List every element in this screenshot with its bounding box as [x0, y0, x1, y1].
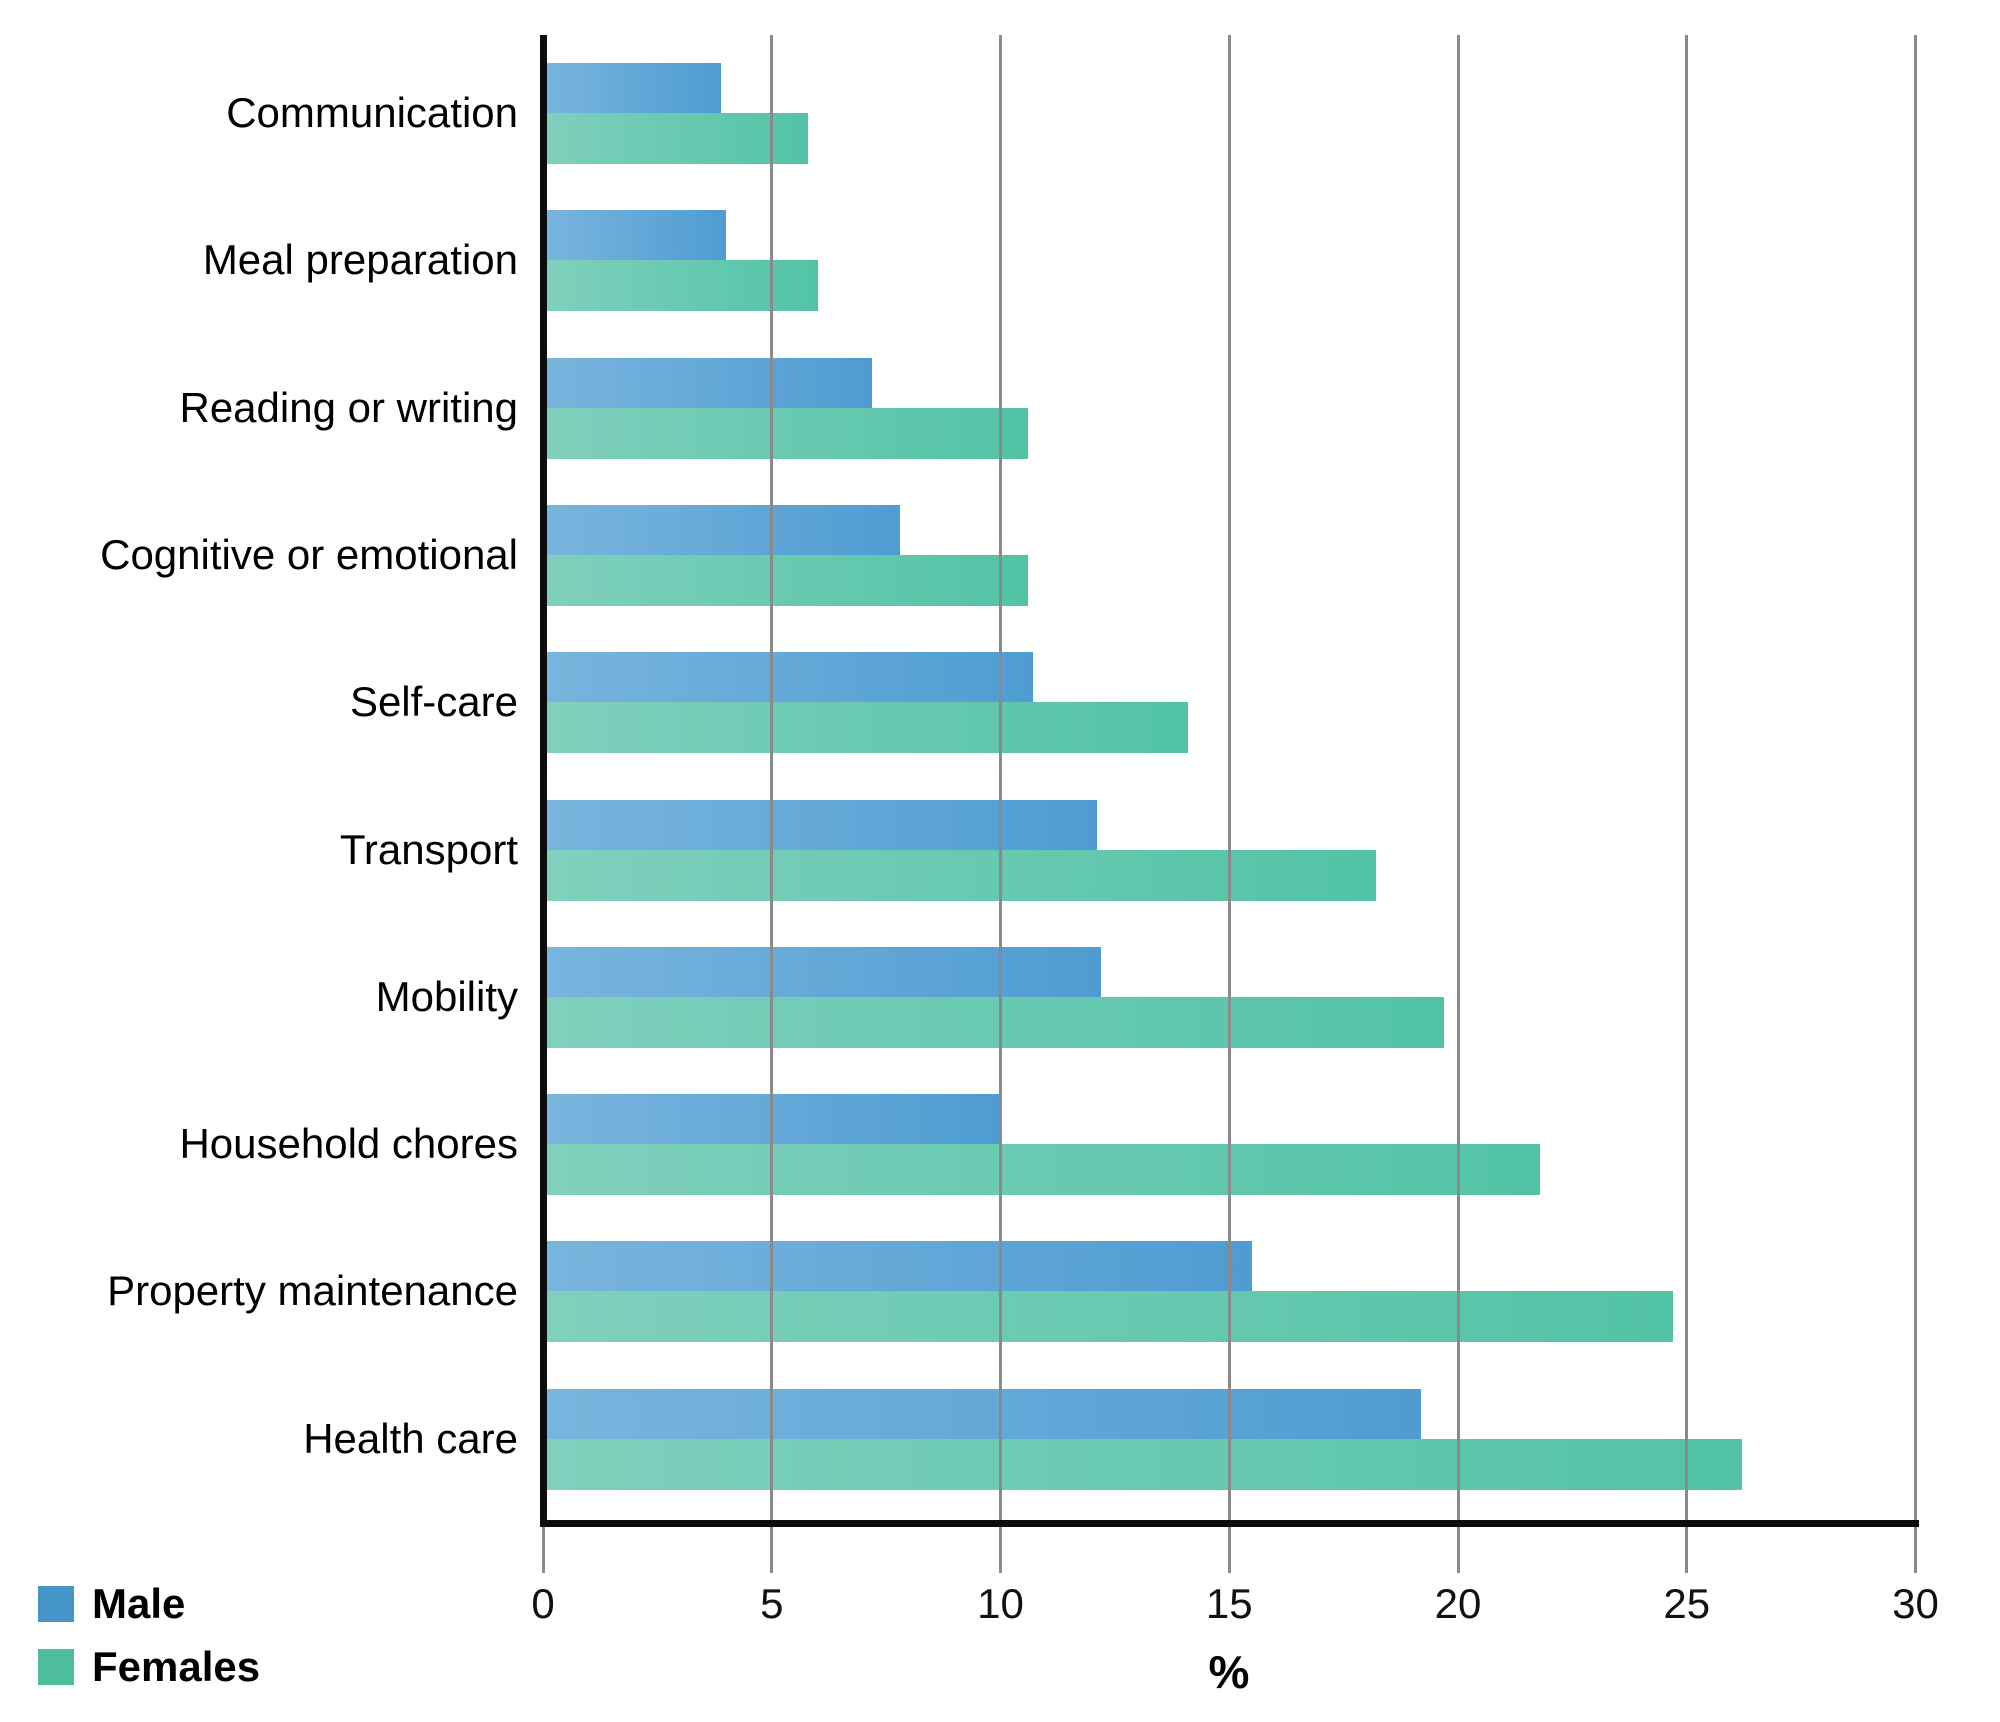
bar-male-transport	[543, 799, 1097, 850]
category-label-self-care: Self-care	[349, 678, 518, 726]
x-tick-label-15: 15	[1205, 1580, 1253, 1627]
category-label-household-chores: Household chores	[179, 1120, 518, 1168]
male-legend-swatch	[38, 1586, 74, 1622]
x-axis-title: %	[1208, 1646, 1250, 1698]
x-tick-30	[1914, 1527, 1917, 1573]
bar-females-transport	[543, 849, 1376, 901]
x-axis-line	[540, 1520, 1919, 1527]
x-tick-label-10: 10	[977, 1580, 1024, 1627]
bar-females-property-maintenance	[543, 1291, 1674, 1343]
category-label-mobility: Mobility	[375, 972, 518, 1020]
category-label-property-maintenance: Property maintenance	[107, 1267, 518, 1315]
x-tick-25	[1685, 1527, 1689, 1573]
x-tick-label-20: 20	[1434, 1580, 1482, 1627]
category-label-communication: Communication	[226, 89, 518, 136]
category-label-cognitive-or-emotional: Cognitive or emotional	[100, 530, 518, 578]
bar-male-household-chores	[543, 1094, 1001, 1145]
x-tick-label-25: 25	[1663, 1580, 1711, 1627]
bar-male-mobility	[543, 946, 1102, 997]
bar-male-cognitive-or-emotional	[543, 504, 900, 555]
x-tick-label-30: 30	[1892, 1580, 1939, 1627]
gridline-30	[1914, 35, 1917, 1520]
bar-male-self-care	[543, 652, 1033, 703]
x-tick-0	[541, 1527, 545, 1573]
bar-male-health-care	[543, 1388, 1422, 1439]
bar-females-reading-or-writing	[543, 407, 1028, 459]
bar-male-meal-preparation	[543, 210, 726, 261]
legend-item-male: Male	[38, 1580, 185, 1628]
bar-females-self-care	[543, 702, 1189, 754]
male-legend-label: Male	[92, 1580, 186, 1627]
x-tick-20	[1456, 1527, 1460, 1573]
bar-male-property-maintenance	[543, 1241, 1253, 1292]
females-legend-label: Females	[92, 1643, 261, 1690]
bar-females-communication	[543, 113, 809, 164]
category-label-transport: Transport	[339, 825, 518, 873]
gridline-25	[1685, 35, 1689, 1520]
x-tick-label-5: 5	[760, 1580, 784, 1627]
x-tick-15	[1227, 1527, 1231, 1573]
category-label-health-care: Health care	[303, 1414, 518, 1462]
legend-item-females: Females	[38, 1643, 260, 1691]
bar-females-household-chores	[543, 1144, 1541, 1196]
y-axis-line	[540, 35, 547, 1527]
females-legend-swatch	[38, 1649, 74, 1685]
x-tick-label-0: 0	[531, 1580, 555, 1627]
x-tick-5	[770, 1527, 774, 1573]
category-label-reading-or-writing: Reading or writing	[179, 383, 518, 431]
x-tick-10	[999, 1527, 1002, 1573]
bar-male-reading-or-writing	[543, 357, 873, 408]
category-label-meal-preparation: Meal preparation	[202, 236, 518, 284]
bar-females-meal-preparation	[543, 260, 818, 312]
bar-male-communication	[543, 63, 722, 113]
bar-females-mobility	[543, 996, 1445, 1048]
bar-females-health-care	[543, 1438, 1742, 1490]
bar-females-cognitive-or-emotional	[543, 554, 1028, 606]
